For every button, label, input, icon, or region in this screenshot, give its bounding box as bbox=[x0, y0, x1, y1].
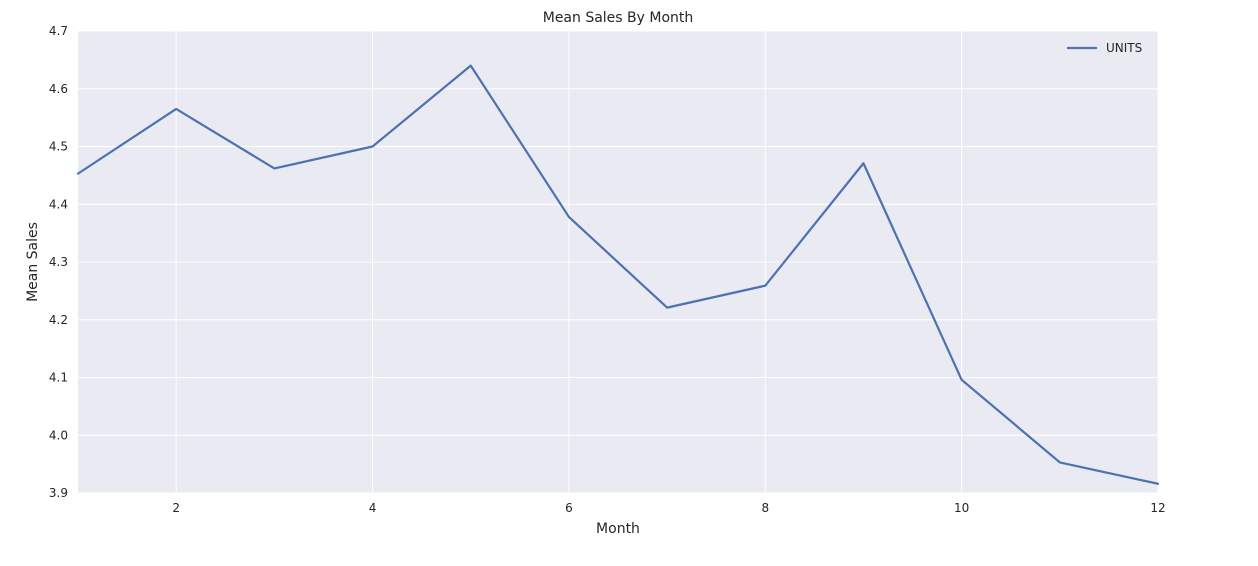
y-tick-label: 4.3 bbox=[49, 255, 68, 269]
x-tick-label: 10 bbox=[954, 501, 969, 515]
y-tick-label: 4.1 bbox=[49, 371, 68, 385]
y-tick-label: 4.2 bbox=[49, 313, 68, 327]
x-tick-label: 6 bbox=[565, 501, 573, 515]
x-tick-label: 2 bbox=[172, 501, 180, 515]
series-line-units bbox=[76, 64, 1160, 485]
grid-lines bbox=[78, 30, 1159, 494]
y-tick-label: 4.6 bbox=[49, 82, 68, 96]
y-tick-label: 3.9 bbox=[49, 486, 68, 500]
chart-title: Mean Sales By Month bbox=[543, 10, 694, 26]
y-axis-label: Mean Sales bbox=[25, 222, 41, 302]
x-tick-label: 4 bbox=[369, 501, 377, 515]
series-layer bbox=[76, 64, 1160, 485]
y-tick-labels: 3.9 4.0 4.1 4.2 4.3 4.4 4.5 4.6 4.7 bbox=[49, 24, 68, 500]
legend: UNITS bbox=[1067, 41, 1142, 55]
y-tick-label: 4.0 bbox=[49, 428, 68, 442]
y-tick-label: 4.7 bbox=[49, 24, 68, 38]
x-tick-label: 8 bbox=[761, 501, 769, 515]
legend-label-units: UNITS bbox=[1106, 41, 1142, 55]
x-tick-labels: 2 4 6 8 10 12 bbox=[172, 501, 1165, 515]
x-axis-label: Month bbox=[596, 521, 640, 537]
y-tick-label: 4.5 bbox=[49, 140, 68, 154]
x-tick-label: 12 bbox=[1150, 501, 1165, 515]
y-tick-label: 4.4 bbox=[49, 197, 68, 211]
